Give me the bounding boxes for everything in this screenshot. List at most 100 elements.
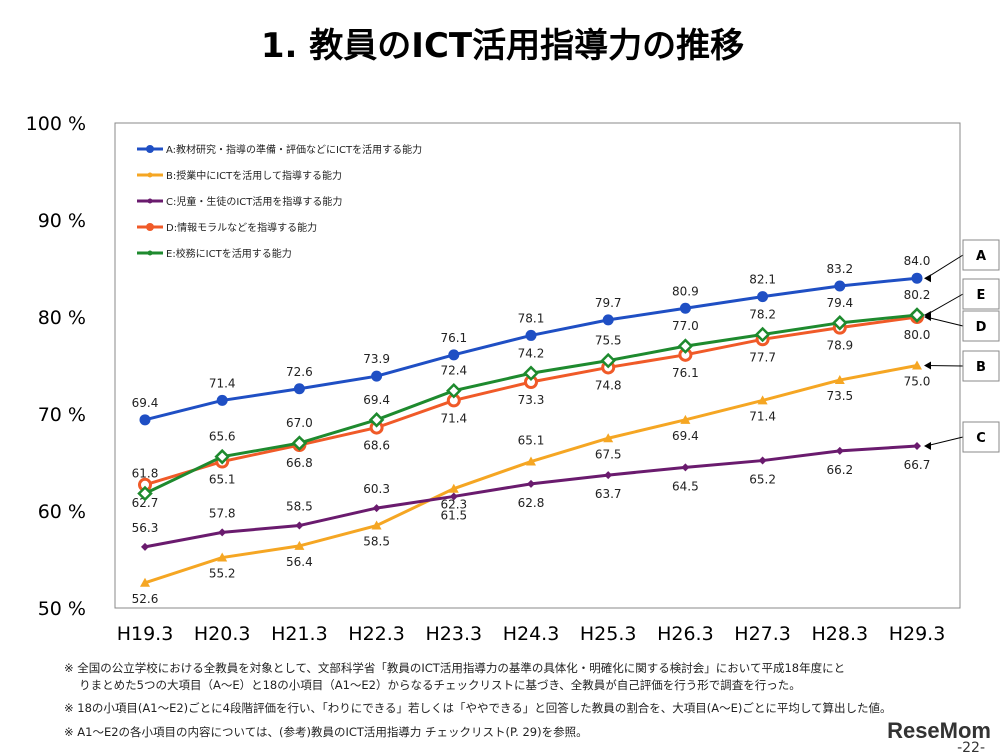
- data-point-A: [139, 414, 151, 426]
- legend-marker-E: [147, 250, 153, 256]
- legend-marker-D: [146, 223, 154, 231]
- x-tick-label: H27.3: [734, 623, 791, 645]
- arrowhead-B: [924, 361, 931, 370]
- footnote-1: ※ 全国の公立学校における全教員を対象として、文部科学省「教員のICT活用指導力…: [64, 661, 846, 675]
- data-label-B: 73.5: [826, 389, 853, 403]
- data-label-C: 61.5: [440, 508, 467, 522]
- page-number: -22-: [957, 740, 985, 756]
- data-point-E: [214, 448, 230, 465]
- footnote-3: ※ A1～E2の各小項目の内容については、(参考)教員のICT活用指導力 チェッ…: [64, 725, 588, 739]
- y-tick-label: 50 %: [38, 598, 86, 620]
- legend-marker-A: [146, 145, 154, 153]
- data-label-D: 65.1: [209, 473, 236, 487]
- footnote-1-cont: りまとめた5つの大項目（A～E）と18の小項目（A1～E2）からなるチェックリス…: [64, 678, 801, 692]
- data-label-C: 65.2: [749, 473, 776, 487]
- data-label-C: 66.7: [904, 458, 931, 472]
- data-label-D: 74.8: [595, 378, 622, 392]
- data-label-D: 77.7: [749, 350, 776, 364]
- data-label-E: 67.0: [286, 416, 313, 430]
- legend-label-A: A:教材研究・指導の準備・評価などにICTを活用する能力: [166, 143, 422, 156]
- data-label-E: 75.5: [595, 334, 622, 348]
- callout-label-B: B: [976, 360, 986, 375]
- data-label-C: 63.7: [595, 487, 622, 501]
- data-point-B: [834, 375, 845, 385]
- page-title: 1. 教員のICT活用指導力の推移: [260, 26, 745, 66]
- callout-box-B: [962, 350, 1000, 382]
- data-point-C: [835, 446, 844, 455]
- data-label-D: 71.4: [440, 411, 467, 425]
- footnote-2: ※ 18の小項目(A1～E2)ごとに4段階評価を行い、「わりにできる」若しくは「…: [64, 701, 892, 715]
- data-point-B: [140, 577, 150, 587]
- data-label-A: 80.9: [672, 284, 699, 298]
- data-point-B: [757, 395, 768, 405]
- data-point-C: [295, 521, 304, 530]
- data-point-C: [141, 542, 149, 551]
- data-label-A: 79.7: [595, 296, 622, 310]
- callout-arrow-B: [925, 365, 964, 367]
- data-point-C: [527, 479, 535, 488]
- data-label-E: 77.0: [672, 319, 699, 333]
- callout-box-D: [962, 310, 1000, 342]
- data-point-B: [371, 520, 382, 530]
- data-point-E: [832, 315, 848, 331]
- callout-arrow-C: [925, 436, 964, 447]
- data-label-E: 80.2: [904, 288, 931, 302]
- y-tick-label: 100 %: [26, 113, 86, 135]
- y-tick-label: 60 %: [38, 501, 86, 523]
- legend-label-E: E:校務にICTを活用する能力: [166, 247, 292, 260]
- data-label-A: 71.4: [209, 376, 236, 390]
- data-label-A: 83.2: [826, 262, 853, 276]
- y-tick-label: 70 %: [38, 404, 86, 426]
- data-label-E: 74.2: [518, 346, 545, 360]
- data-point-C: [372, 504, 381, 513]
- data-label-D: 80.0: [904, 328, 931, 342]
- data-label-D: 68.6: [363, 439, 390, 453]
- data-label-E: 69.4: [363, 393, 390, 407]
- data-point-B: [217, 552, 228, 562]
- data-label-D: 73.3: [518, 393, 545, 407]
- data-label-B: 58.5: [363, 535, 390, 549]
- data-label-B: 55.2: [209, 567, 236, 581]
- legend-label-D: D:情報モラルなどを指導する能力: [166, 221, 317, 234]
- data-label-C: 60.3: [363, 482, 390, 496]
- data-label-B: 69.4: [672, 429, 699, 443]
- callout-box-E: [962, 278, 1000, 310]
- data-point-A: [911, 272, 923, 284]
- data-point-E: [137, 485, 153, 502]
- data-point-C: [218, 528, 227, 537]
- arrowhead-D: [924, 313, 931, 321]
- resemom-logo: ReseMom: [887, 718, 991, 743]
- data-point-B: [912, 360, 922, 370]
- data-label-E: 79.4: [826, 296, 853, 310]
- data-label-C: 56.3: [132, 521, 159, 535]
- callout-box-C: [962, 421, 1000, 453]
- data-label-D: 66.8: [286, 456, 313, 470]
- data-label-B: 62.3: [440, 498, 467, 512]
- arrowhead-C: [924, 442, 931, 451]
- data-label-B: 75.0: [904, 375, 931, 389]
- data-point-A: [757, 291, 769, 303]
- arrowhead-A: [924, 274, 931, 283]
- data-label-A: 69.4: [132, 396, 159, 410]
- x-tick-label: H28.3: [812, 623, 869, 645]
- data-point-C: [449, 492, 458, 501]
- callout-label-C: C: [976, 431, 986, 446]
- x-tick-label: H25.3: [580, 623, 637, 645]
- data-label-C: 62.8: [518, 496, 545, 510]
- callout-label-D: D: [976, 320, 987, 335]
- data-point-B: [526, 456, 536, 466]
- data-point-B: [680, 414, 691, 424]
- data-label-C: 57.8: [209, 506, 236, 520]
- data-point-C: [681, 463, 690, 472]
- data-point-A: [525, 329, 537, 341]
- data-point-A: [448, 349, 460, 361]
- callout-arrow-D: [925, 316, 964, 327]
- data-point-B: [603, 433, 614, 443]
- y-tick-label: 80 %: [38, 307, 86, 329]
- data-label-C: 58.5: [286, 500, 313, 514]
- data-label-A: 72.6: [286, 365, 313, 379]
- data-point-E: [754, 326, 771, 343]
- y-tick-label: 90 %: [38, 210, 86, 232]
- callout-box-A: [962, 239, 1000, 271]
- data-label-D: 76.1: [672, 366, 699, 380]
